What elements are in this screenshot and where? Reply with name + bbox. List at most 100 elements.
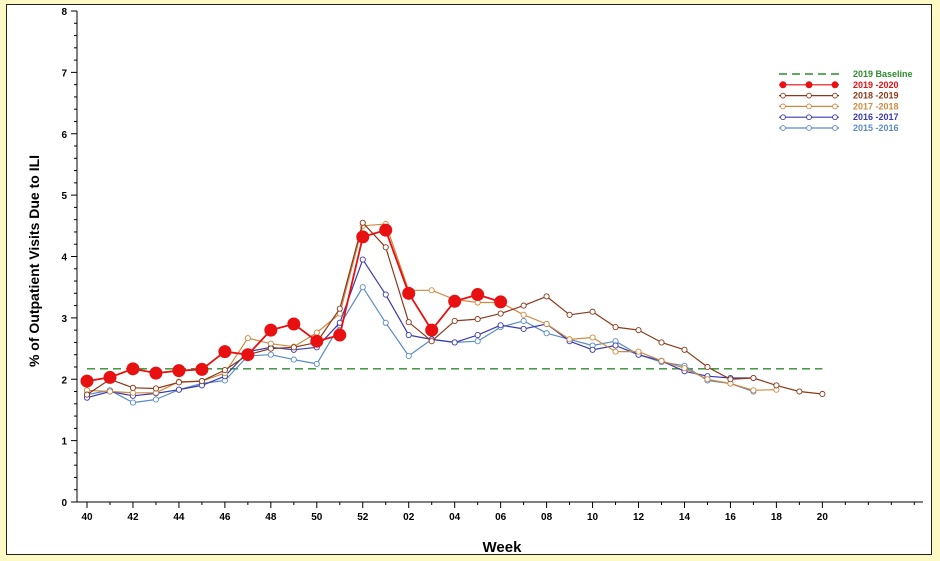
data-point bbox=[589, 334, 596, 341]
legend-marker bbox=[806, 103, 812, 110]
data-point bbox=[543, 320, 550, 328]
legend-label: 2016 -2017 bbox=[853, 112, 899, 122]
data-point bbox=[264, 323, 278, 337]
x-tick-label: 48 bbox=[265, 512, 277, 523]
data-point bbox=[218, 345, 232, 359]
data-point bbox=[474, 338, 481, 345]
legend-label: 2018 -2019 bbox=[853, 91, 899, 101]
x-tick-label: 14 bbox=[679, 512, 691, 523]
data-point bbox=[336, 305, 343, 312]
data-point bbox=[382, 291, 389, 298]
data-point bbox=[727, 376, 734, 383]
data-point bbox=[313, 360, 320, 367]
data-point bbox=[244, 335, 251, 342]
data-point bbox=[359, 219, 366, 226]
series-line bbox=[86, 259, 754, 399]
series-line bbox=[86, 286, 754, 404]
data-point bbox=[126, 362, 140, 376]
x-tick-label: 46 bbox=[219, 512, 231, 523]
legend-marker bbox=[780, 114, 786, 121]
y-tick-label: 0 bbox=[61, 498, 67, 509]
x-axis-title: Week bbox=[483, 539, 523, 556]
data-point bbox=[543, 330, 550, 337]
legend-item: 2018 -2019 bbox=[779, 91, 899, 101]
series-layer bbox=[80, 219, 826, 406]
data-point bbox=[379, 223, 393, 237]
data-point bbox=[287, 317, 301, 331]
data-point bbox=[635, 327, 642, 334]
legend-marker bbox=[832, 114, 838, 121]
data-point bbox=[566, 311, 573, 318]
data-point bbox=[750, 387, 757, 394]
data-point bbox=[448, 294, 462, 308]
x-tick-label: 52 bbox=[357, 512, 369, 523]
x-tick-label: 18 bbox=[771, 512, 783, 523]
data-point bbox=[494, 295, 508, 309]
data-point bbox=[198, 378, 205, 385]
legend-item: 2017 -2018 bbox=[779, 101, 899, 111]
data-point bbox=[681, 365, 688, 372]
data-point bbox=[103, 370, 117, 384]
data-point bbox=[175, 379, 182, 386]
data-point bbox=[405, 319, 412, 326]
series-2015-2016 bbox=[83, 284, 757, 406]
y-tick-label: 3 bbox=[61, 314, 67, 325]
legend-marker bbox=[832, 103, 838, 110]
legend-item: 2015 -2016 bbox=[779, 123, 899, 133]
data-point bbox=[129, 389, 137, 396]
y-tick-label: 2 bbox=[61, 375, 67, 386]
data-point bbox=[80, 374, 94, 388]
data-point bbox=[356, 230, 370, 244]
legend-item: 2019 -2020 bbox=[779, 80, 899, 90]
data-point bbox=[172, 364, 186, 378]
data-point bbox=[382, 244, 389, 251]
legend-item: 2016 -2017 bbox=[779, 112, 899, 122]
data-point bbox=[405, 332, 412, 339]
legend-item: 2019 Baseline bbox=[779, 69, 913, 79]
data-point bbox=[474, 316, 481, 323]
y-tick-label: 5 bbox=[61, 191, 67, 202]
legend-marker bbox=[831, 81, 839, 89]
data-point bbox=[497, 310, 504, 317]
chart-frame: 0 1 2 3 4 5 6 7 8 40 42 44 46 48 50 52 02 04 06 08 10 12 14 16 1… bbox=[6, 4, 932, 556]
legend-marker bbox=[779, 81, 787, 89]
data-point bbox=[290, 356, 297, 363]
y-tick-label: 4 bbox=[61, 253, 67, 264]
data-point bbox=[612, 348, 619, 355]
x-tick-label: 40 bbox=[81, 512, 93, 523]
data-point bbox=[612, 342, 619, 349]
legend-label: 2017 -2018 bbox=[853, 101, 899, 111]
x-tick-label: 20 bbox=[817, 512, 829, 523]
data-point bbox=[474, 332, 481, 339]
data-point bbox=[681, 346, 688, 353]
data-point bbox=[796, 388, 803, 395]
data-point bbox=[520, 302, 527, 309]
data-point bbox=[333, 328, 347, 342]
legend-marker bbox=[806, 125, 812, 131]
y-tick-label: 7 bbox=[61, 68, 67, 79]
legend-marker bbox=[780, 125, 786, 131]
series-2019-2020 bbox=[80, 223, 508, 388]
data-point bbox=[589, 308, 596, 315]
y-tick-label: 8 bbox=[61, 7, 67, 18]
data-point bbox=[106, 388, 114, 395]
y-axis-title: % of Outpatient Visits Due to ILI bbox=[26, 155, 42, 367]
x-tick-label: 42 bbox=[127, 512, 139, 523]
series-2016-2017 bbox=[83, 256, 757, 401]
legend-label: 2019 -2020 bbox=[853, 80, 899, 90]
data-point bbox=[152, 385, 159, 392]
data-point bbox=[310, 334, 324, 348]
data-point bbox=[149, 366, 163, 380]
y-tick-label: 6 bbox=[61, 130, 67, 141]
data-point bbox=[635, 348, 642, 355]
legend-marker bbox=[805, 81, 813, 89]
data-point bbox=[658, 357, 665, 364]
data-point bbox=[402, 286, 416, 300]
data-point bbox=[267, 345, 274, 352]
data-point bbox=[750, 374, 757, 382]
y-tick-label: 1 bbox=[61, 437, 67, 448]
data-point bbox=[704, 376, 711, 383]
